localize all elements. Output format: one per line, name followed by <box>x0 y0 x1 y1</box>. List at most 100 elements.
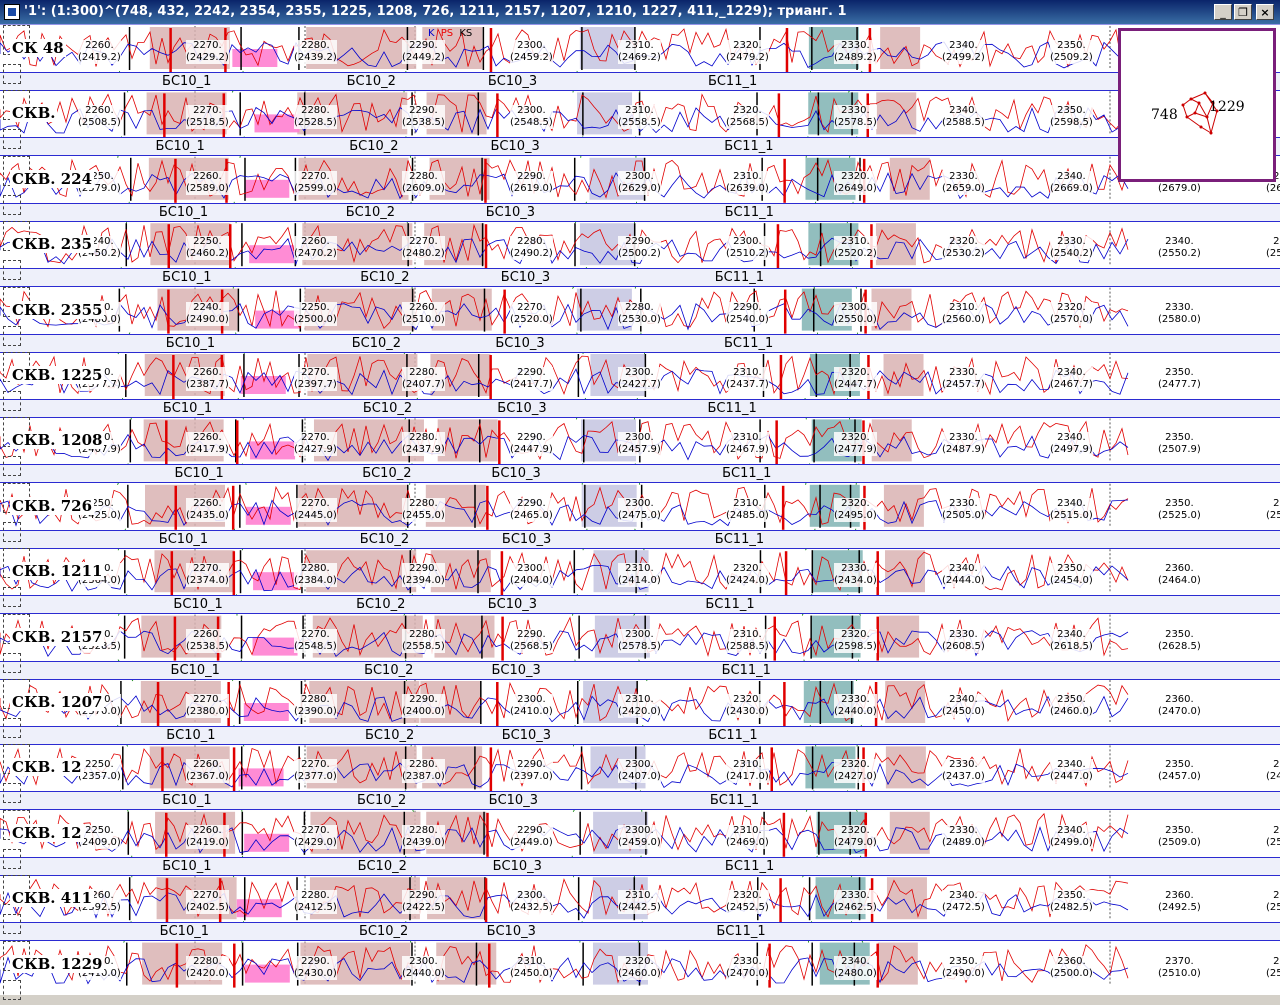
well-row[interactable]: СКВ. 21572250.(2528.5)2260.(2538.5)2270.… <box>0 613 1280 678</box>
well-row[interactable]: СК 48 2260. (2419.2) 2270. (2429.2) 2280. (243… <box>0 24 1280 89</box>
zone-label[interactable]: БС10_1 <box>162 270 212 286</box>
zone-label[interactable]: БС10_2 <box>359 531 410 547</box>
minimize-button[interactable]: _ <box>1214 4 1232 20</box>
well-row[interactable]: СКВ. 12072260.(2370.0)2270.(2380.0)2280.… <box>0 678 1280 743</box>
well-row[interactable]: СКВ. 12 2250. (2409.0) 2260. (2419.0) 2270. (2… <box>0 809 1280 874</box>
app-icon[interactable] <box>4 4 20 20</box>
close-button[interactable]: × <box>1256 4 1274 20</box>
zone-label[interactable]: БС10_1 <box>166 728 216 743</box>
zone-label[interactable]: БС10_2 <box>356 793 407 809</box>
well-row[interactable]: СКВ. 12082250.(2407.9)2260.(2417.9)2270.… <box>0 416 1280 481</box>
zone-label[interactable]: БС10_2 <box>346 74 396 89</box>
zone-label[interactable]: БС10_3 <box>492 858 542 874</box>
zone-label[interactable]: БС10_1 <box>162 858 212 874</box>
zone-label[interactable]: БС10_2 <box>362 401 413 416</box>
well-row[interactable]: СКВ. 12 2250. (2357.0) 2260. (2367.0) 2270. (2… <box>0 743 1280 808</box>
zone-label[interactable]: БС10_2 <box>351 335 402 351</box>
well-row[interactable]: СКВ. 12292270.(2410.0)2280.(2420.0)2290.… <box>0 940 1280 1005</box>
zone-label[interactable]: БС10_2 <box>359 924 409 940</box>
zone-label[interactable]: БС10_2 <box>357 858 407 874</box>
depth-md: 2280. <box>409 628 438 640</box>
zone-label[interactable]: БС11_1 <box>724 204 774 220</box>
depth-md: 2290. <box>409 40 438 51</box>
zone-label[interactable]: БС10_1 <box>162 74 212 89</box>
well-map-overview[interactable]: 748 1229 <box>1118 28 1276 182</box>
correlation-canvas[interactable]: СК 48 2260. (2419.2) 2270. (2429.2) 2280. (243… <box>0 24 1280 1000</box>
zone-label[interactable]: БС10_3 <box>490 139 540 155</box>
zone-label[interactable]: БС10_2 <box>356 597 406 613</box>
zone-label[interactable]: БС11_1 <box>709 793 760 809</box>
well-name[interactable]: СКВ. 1207 <box>10 693 105 711</box>
well-name[interactable]: СКВ. 2157 <box>10 627 105 646</box>
zone-label[interactable]: БС10_2 <box>360 270 410 286</box>
depth-label: 2270. (2427.9) <box>294 432 337 457</box>
zone-label[interactable]: БС10_3 <box>488 793 538 809</box>
zone-label[interactable]: БС10_1 <box>155 139 205 155</box>
well-name[interactable]: СКВ. <box>10 104 58 123</box>
zone-label[interactable]: БС10_3 <box>491 662 541 678</box>
well-name[interactable]: СКВ. 1208 <box>10 431 105 450</box>
zone-label[interactable]: БС10_3 <box>501 728 552 743</box>
well-name[interactable]: СКВ. 12 <box>10 758 84 777</box>
zone-label[interactable]: БС10_1 <box>173 597 223 613</box>
depth-md: 2330. <box>841 105 870 117</box>
zone-label[interactable]: БС10_3 <box>486 924 536 940</box>
depth-tvd: (2599.0) <box>294 182 337 194</box>
zone-label[interactable]: БС11_1 <box>722 466 772 482</box>
zone-label[interactable]: БС10_3 <box>501 531 552 547</box>
depth-label: 2340. (2450.0) <box>942 694 985 718</box>
zone-label[interactable]: БС11_1 <box>708 728 758 743</box>
depth-md: 2280. <box>409 432 438 444</box>
zone-label[interactable]: БС10_1 <box>162 793 212 809</box>
well-row[interactable]: СКВ. 235 2240. (2450.2) 2250. (2460.2) 2260.(… <box>0 220 1280 285</box>
zone-label[interactable]: БС10_3 <box>487 597 538 613</box>
well-name[interactable]: СКВ. 1211 <box>10 562 105 581</box>
zone-label[interactable]: БС10_2 <box>364 662 414 678</box>
zone-label[interactable]: БС10_1 <box>159 924 209 940</box>
zone-label[interactable]: БС11_1 <box>721 662 771 678</box>
well-row[interactable]: СКВ. 23552230.(2480.0)2240.(2490.0)2250.… <box>0 286 1280 351</box>
zone-label[interactable]: БС10_1 <box>170 662 220 678</box>
zone-label[interactable]: БС10_3 <box>485 204 536 220</box>
zone-label[interactable]: БС10_3 <box>487 74 538 89</box>
well-name[interactable]: СКВ. 1225 <box>10 366 105 384</box>
well-row[interactable]: СКВ. 411 2260. (2392.5) 2270. (2402.5) 2280.(… <box>0 874 1280 939</box>
zone-label[interactable]: БС10_2 <box>364 728 415 743</box>
zone-label[interactable]: БС11_1 <box>707 401 757 416</box>
zone-label[interactable]: БС11_1 <box>714 270 765 286</box>
window-titlebar[interactable]: '1': (1:300)^(748, 432, 2242, 2354, 2355… <box>0 0 1280 24</box>
well-row[interactable]: СКВ. 726 2250. (2425.0) 2260. (2435.0) 2270.(… <box>0 482 1280 547</box>
zone-label[interactable]: БС10_3 <box>500 270 551 286</box>
zone-label[interactable]: БС11_1 <box>724 858 775 874</box>
well-name[interactable]: СК 48 <box>10 39 66 57</box>
zone-label[interactable]: БС10_1 <box>158 531 209 547</box>
zone-label[interactable]: БС11_1 <box>716 924 766 940</box>
well-row[interactable]: СКВ. 12252250.(2377.7)2260.(2387.7)2270.… <box>0 351 1280 416</box>
zone-label[interactable]: БС11_1 <box>714 531 765 547</box>
zone-label[interactable]: БС10_2 <box>349 139 399 155</box>
well-name[interactable]: СКВ. 2355 <box>10 300 105 319</box>
zone-label[interactable]: БС10_1 <box>174 466 224 482</box>
zone-label[interactable]: БС10_1 <box>158 204 209 220</box>
zone-label[interactable]: БС10_2 <box>345 204 396 220</box>
depth-md: 2310. <box>733 497 762 509</box>
depth-label: 2260. (2387.7) <box>186 367 229 391</box>
zone-label[interactable]: БС10_1 <box>162 401 213 416</box>
zone-label[interactable]: БС10_3 <box>497 401 547 416</box>
zone-label[interactable]: БС10_3 <box>491 466 541 482</box>
well-row[interactable]: СКВ. 12112260.(2364.0)2270.(2374.0)2280.… <box>0 547 1280 612</box>
zone-label[interactable]: БС11_1 <box>723 335 774 351</box>
well-name[interactable]: СКВ. 224 <box>10 169 95 188</box>
zone-label[interactable]: БС11_1 <box>705 597 755 613</box>
zone-label[interactable]: БС11_1 <box>707 74 758 89</box>
zone-label[interactable]: БС10_2 <box>362 466 412 482</box>
well-name[interactable]: СКВ. 12 <box>10 823 84 842</box>
zone-label[interactable]: БС10_1 <box>165 335 216 351</box>
well-name[interactable]: СКВ. 726 <box>10 496 95 515</box>
zone-label[interactable]: БС11_1 <box>724 139 774 155</box>
zone-label[interactable]: БС10_3 <box>495 335 545 351</box>
well-name[interactable]: СКВ. 411 <box>10 889 95 908</box>
well-name[interactable]: СКВ. 235 <box>10 235 95 254</box>
well-name[interactable]: СКВ. 1229 <box>10 954 105 973</box>
restore-button[interactable]: ❐ <box>1234 4 1252 20</box>
